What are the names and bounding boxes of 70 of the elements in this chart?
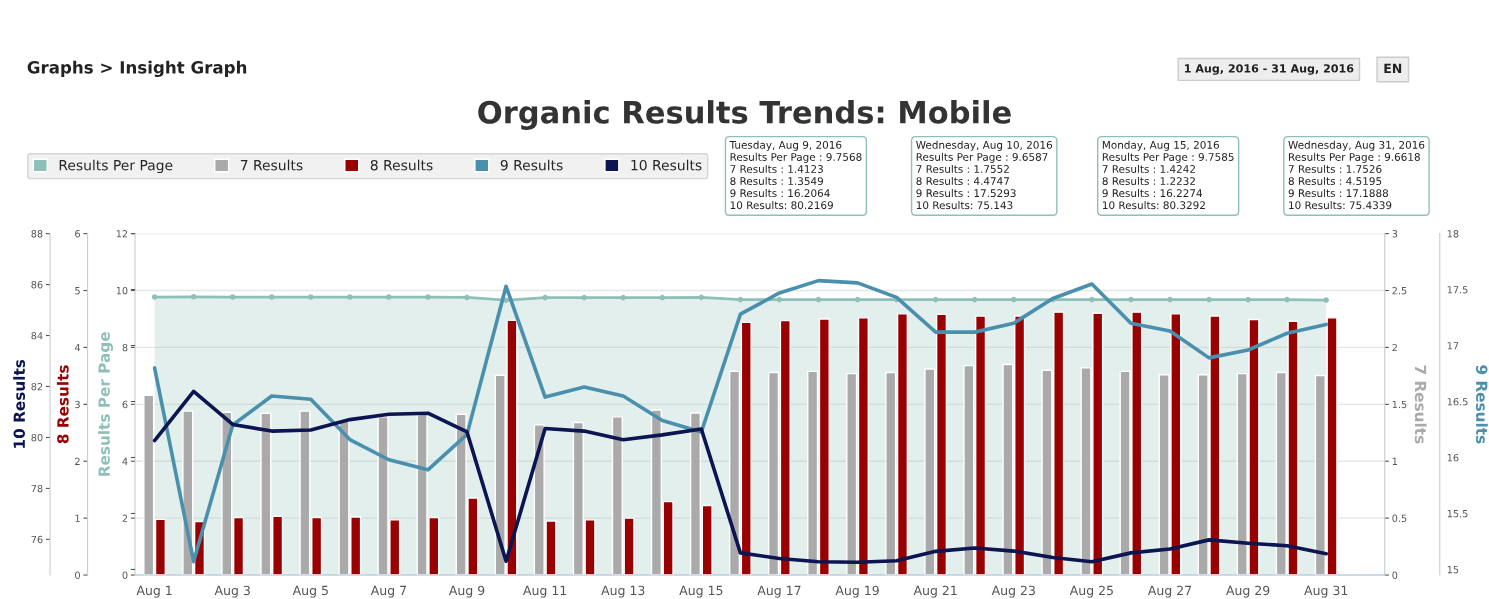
y-axis-title: Results Per Page: [98, 332, 113, 476]
y2-tick-label: 0.5: [1392, 514, 1407, 522]
y-tick-label: 4: [122, 457, 128, 465]
y-tick-label: 18: [1447, 230, 1459, 238]
x-tick-label: Aug 31: [1304, 585, 1348, 598]
y3-tick-label: 3: [75, 400, 80, 409]
text: Wednesday, Aug 10, 2016 Results Per Page : 9.6587 7 Results : 1.7552 8 Results : 4.4747 9 Results : 17.5293 10 Results: 75.143: [916, 140, 1053, 210]
x-tick-label: Aug 15: [679, 585, 723, 598]
legend-label: Results Per Page: [59, 159, 173, 174]
legend-label: 7 Results: [240, 159, 303, 171]
y2-tick-label: 84: [31, 332, 43, 340]
x-tick-label: Aug 21: [913, 585, 957, 598]
y3-tick-label: 6: [75, 230, 81, 238]
text: Graphs > Insight Graph: [27, 60, 247, 78]
y2-tick-label: 1: [1392, 457, 1397, 465]
x-tick-label: Aug 11: [523, 585, 567, 598]
y-tick-label: 15.5: [1447, 510, 1468, 518]
text: Monday, Aug 15, 2016 Results Per Page : 9.7585 7 Results : 1.4242 8 Results : 1.2232 9 Results : 16.2274 10 Results: 80.3292: [1102, 140, 1234, 210]
y2-axis-title: 7 Results: [1414, 365, 1427, 444]
x-tick-label: Aug 29: [1226, 585, 1270, 598]
y-tick-label: 6: [122, 400, 128, 409]
y2-tick-label: 3: [1392, 230, 1398, 238]
x-tick-label: Aug 1: [136, 585, 172, 598]
y-tick-label: 16: [1447, 453, 1459, 462]
y3-axis-title: 8 Results: [56, 365, 69, 444]
y-tick-label: 0: [122, 571, 128, 579]
y2-tick-label: 1.5: [1392, 400, 1407, 409]
y2-tick-label: 88: [31, 230, 43, 238]
y-axis-title: 9 Results: [1475, 365, 1488, 444]
text: 1 Aug, 2016 - 31 Aug, 2016: [1185, 64, 1354, 75]
y2-tick-label: 2.5: [1392, 286, 1407, 295]
legend-label: 9 Results: [500, 159, 563, 171]
x-tick-label: Aug 17: [757, 585, 801, 598]
x-tick-label: Aug 19: [835, 585, 879, 598]
x-tick-label: Aug 3: [214, 585, 250, 598]
y2-tick-label: 78: [31, 484, 43, 493]
x-tick-label: Aug 25: [1069, 585, 1113, 598]
x-tick-label: Aug 7: [370, 585, 406, 598]
y2-axis-title: 10 Results: [13, 359, 26, 448]
y-tick-label: 12: [116, 230, 128, 238]
legend-label: 8 Results: [370, 159, 433, 171]
x-tick-label: Aug 5: [292, 585, 328, 598]
text: Wednesday, Aug 31, 2016 Results Per Page : 9.6618 7 Results : 1.7526 8 Results : 4.5195 9 Results : 17.1888 10 Results: 75.4339: [1288, 140, 1425, 210]
y-tick-label: 8: [122, 343, 128, 352]
y3-tick-label: 2: [75, 457, 80, 465]
y2-tick-label: 80: [31, 433, 43, 442]
text: Tuesday, Aug 9, 2016 Results Per Page : 9.7568 7 Results : 1.4123 8 Results : 1.3549 9 Results : 16.2064 10 Results: 80.2169: [729, 140, 862, 210]
y-tick-label: 15: [1447, 566, 1459, 574]
x-tick-label: Aug 23: [991, 585, 1035, 598]
chart-title: Organic Results Trends: Mobile: [478, 100, 1011, 130]
y2-tick-label: 86: [31, 281, 43, 289]
y2-tick-label: 0: [1392, 571, 1398, 579]
legend-label: 10 Results: [631, 159, 702, 171]
line-series: [152, 389, 1328, 565]
y-tick-label: 17.5: [1447, 286, 1468, 294]
x-tick-label: Aug 27: [1147, 585, 1192, 598]
x-tick-label: Aug 9: [448, 585, 485, 598]
y-tick-label: 17: [1447, 342, 1459, 350]
y2-tick-label: 2: [1392, 343, 1397, 352]
y3-tick-label: 1: [75, 514, 80, 522]
x-tick-label: Aug 13: [601, 585, 645, 598]
text: EN: [1384, 63, 1402, 73]
y3-tick-label: 4: [74, 344, 81, 352]
y2-tick-label: 76: [31, 535, 43, 544]
y-tick-label: 16.5: [1447, 398, 1468, 406]
y-tick-label: 10: [116, 286, 128, 295]
y3-tick-label: 0: [75, 571, 80, 579]
y3-tick-label: 5: [75, 287, 80, 295]
y-tick-label: 2: [122, 514, 128, 522]
y2-tick-label: 82: [31, 382, 43, 391]
